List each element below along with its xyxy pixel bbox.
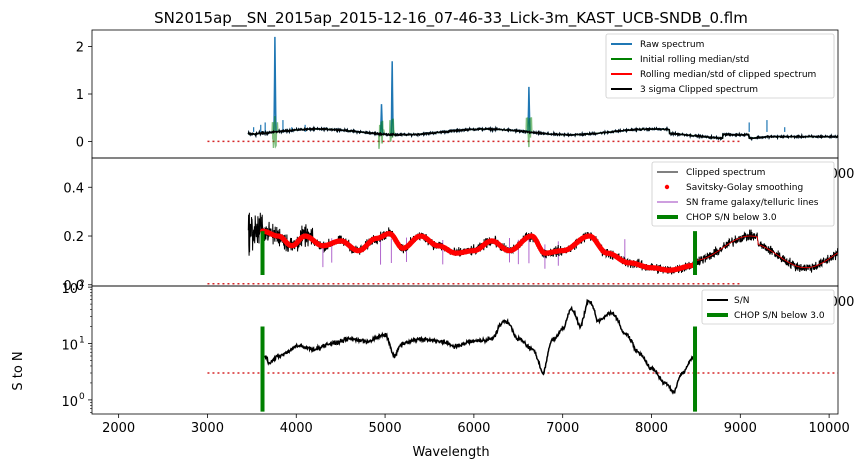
- y-tick-exponent: 1: [79, 336, 85, 346]
- x-tick-label: 9000: [724, 421, 757, 436]
- legend-top: Raw spectrum Initial rolling median/std Ro…: [605, 33, 835, 99]
- legend-label: Clipped spectrum: [686, 168, 765, 178]
- series-savitsky-golay: [259, 228, 697, 273]
- legend-label: Savitsky-Golay smoothing: [686, 183, 803, 193]
- y-tick-label: 1: [76, 88, 84, 103]
- y-tick-label: 10: [61, 339, 78, 354]
- x-tick-label-overlap: 000: [830, 295, 855, 310]
- y-tick-label: 0.2: [63, 230, 84, 245]
- legend-label: 3 sigma Clipped spectrum: [640, 85, 758, 95]
- series-sn: [263, 298, 696, 395]
- x-tick-label: 7000: [546, 421, 579, 436]
- legend-bottom: S/N CHOP S/N below 3.0: [701, 289, 835, 325]
- x-axis-label: Wavelength: [412, 445, 489, 460]
- legend-label: Rolling median/std of clipped spectrum: [640, 70, 816, 80]
- x-tick-label-overlap: 000: [830, 167, 855, 182]
- legend-label: SN frame galaxy/telluric lines: [686, 198, 819, 208]
- legend-swatch: [664, 184, 670, 190]
- x-tick-label: 6000: [457, 421, 490, 436]
- y-tick-label: 10: [61, 395, 78, 410]
- legend-label: S/N: [734, 296, 749, 306]
- legend-middle: Clipped spectrum Savitsky-Golay smoothing…: [651, 161, 835, 227]
- legend-label: Initial rolling median/std: [640, 55, 749, 65]
- x-tick-label: 10000: [808, 421, 849, 436]
- y-axis-label: S to N: [11, 351, 26, 390]
- x-tick-label: 3000: [191, 421, 224, 436]
- x-tick-label: 2000: [102, 421, 135, 436]
- series-clipped-spectrum: [247, 125, 839, 142]
- y-tick-label: 0.4: [63, 181, 84, 196]
- legend-label: CHOP S/N below 3.0: [734, 311, 825, 321]
- y-tick-exponent: 2: [79, 279, 85, 289]
- chart-title: SN2015ap__SN_2015ap_2015-12-16_07-46-33_…: [154, 9, 748, 28]
- x-tick-label: 8000: [635, 421, 668, 436]
- y-tick-label: 0: [76, 135, 84, 150]
- y-tick-exponent: 0: [79, 392, 85, 402]
- panel-middle: 0.0 0.2 0.4 000 Clipped spectrum Savitsky-Gol…: [63, 157, 855, 310]
- x-tick-label: 4000: [280, 421, 313, 436]
- panel-top: 0 1 2 000 Raw spectrum Initial rolling median…: [76, 29, 855, 182]
- legend-box: [605, 33, 835, 99]
- legend-label: CHOP S/N below 3.0: [686, 213, 777, 223]
- x-tick-label: 5000: [369, 421, 402, 436]
- series-smooth-tail: [695, 235, 839, 269]
- y-tick-label: 2: [76, 41, 84, 56]
- legend-box: [701, 289, 835, 325]
- y-tick-label: 0.0: [63, 279, 84, 294]
- y-tick-label: 10: [61, 282, 78, 297]
- legend-box: [651, 161, 835, 227]
- axes-frame-bottom: [91, 285, 839, 415]
- legend-label: Raw spectrum: [640, 40, 704, 50]
